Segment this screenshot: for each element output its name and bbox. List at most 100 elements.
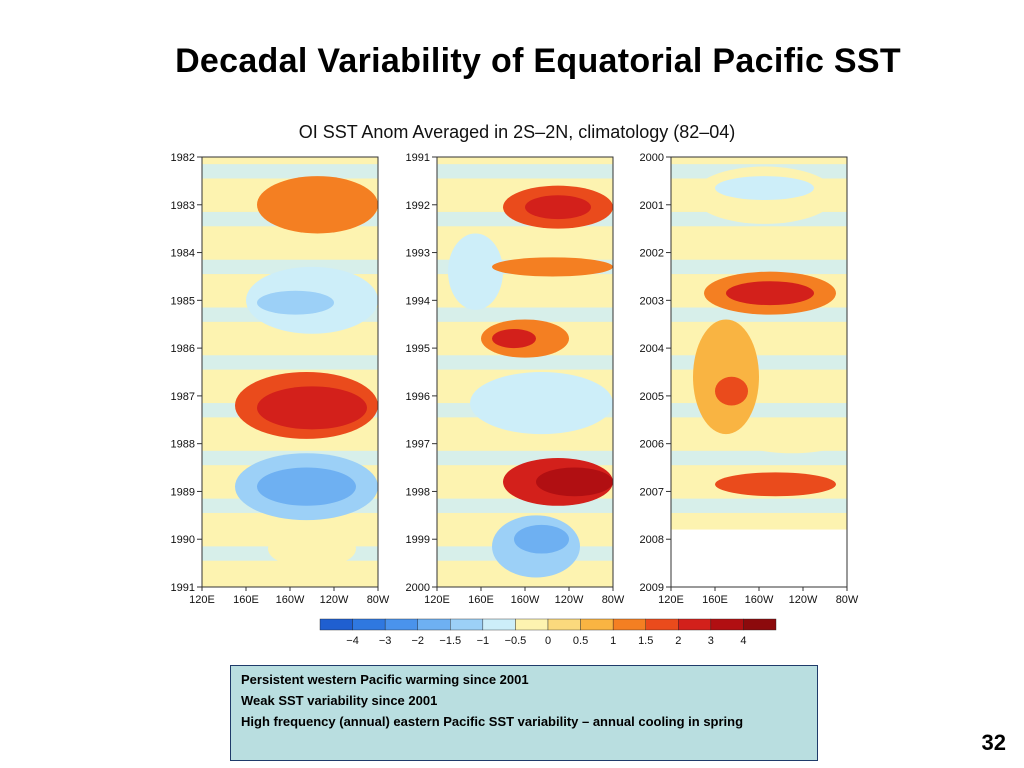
y-tick-label: 2006: [640, 439, 664, 451]
slide-title-text: Decadal Variability of Equatorial Pacifi…: [175, 42, 901, 80]
y-tick-label: 2008: [640, 534, 664, 546]
anomaly-patch: [257, 467, 356, 506]
anomaly-patch: [470, 372, 613, 435]
colorbar-swatch: [743, 618, 777, 631]
colorbar-swatch: [384, 618, 418, 631]
colorbar-label: −1: [477, 635, 490, 647]
y-tick-label: 1994: [406, 295, 430, 307]
colorbar-label: −2: [411, 635, 424, 647]
x-tick-label: 160W: [511, 594, 540, 606]
anomaly-patch: [715, 376, 748, 406]
y-tick-label: 1999: [406, 534, 430, 546]
y-tick-label: 1987: [171, 391, 195, 403]
y-tick-label: 1989: [171, 486, 195, 498]
y-tick-label: 1992: [406, 200, 430, 212]
y-tick-label: 1990: [171, 534, 195, 546]
x-tick-label: 120W: [320, 594, 349, 606]
x-tick-label: 120W: [789, 594, 818, 606]
anomaly-patch: [492, 257, 613, 277]
colorbar-swatch: [547, 618, 581, 631]
colorbar-label: 0: [545, 635, 551, 647]
x-tick-label: 120E: [658, 594, 684, 606]
colorbar: −4 −3 −2 −1.5 −1 −0.5 0 0.5 1 1.5 2 3 4: [319, 618, 777, 647]
anomaly-patch: [726, 281, 814, 306]
panels-group: 1982 1983 1984 1985 1986 1987 1988 1989 1990 1991…: [171, 152, 859, 606]
anomaly-patch: [693, 319, 759, 435]
y-tick-label: 1993: [406, 248, 430, 260]
y-tick-label: 2002: [640, 248, 664, 260]
y-tick-label: 1984: [171, 248, 195, 260]
y-tick-label: 2001: [640, 200, 664, 212]
colorbar-swatch: [450, 618, 484, 631]
x-tick-label: 80W: [602, 594, 625, 606]
x-tick-label: 120E: [424, 594, 450, 606]
panel-background: [437, 157, 613, 587]
colorbar-label: −0.5: [505, 635, 527, 647]
colorbar-swatch: [580, 618, 614, 631]
y-tick-label: 2005: [640, 391, 664, 403]
summary-item-3: High frequency (annual) eastern Pacific …: [241, 714, 744, 729]
x-tick-label: 160W: [745, 594, 774, 606]
y-tick-label: 2004: [640, 343, 664, 355]
anomaly-patch: [525, 195, 591, 220]
x-tick-label: 80W: [367, 594, 390, 606]
panel-2000-2009: 2000 2001 2002 2003 2004 2005 2006 2007 2008 2009…: [640, 152, 859, 606]
x-tick-label: 160E: [233, 594, 259, 606]
summary-item-1: Persistent western Pacific warming since…: [241, 672, 529, 687]
y-tick-label: 1996: [406, 391, 430, 403]
colorbar-swatch: [710, 618, 744, 631]
anomaly-patch: [257, 290, 334, 315]
anomaly-patch: [257, 386, 367, 430]
colorbar-swatch: [612, 618, 646, 631]
colorbar-swatch: [417, 618, 451, 631]
y-tick-label: 1997: [406, 439, 430, 451]
x-tick-label: 80W: [836, 594, 859, 606]
no-data-area: [671, 529, 847, 587]
colorbar-swatch: [678, 618, 712, 631]
y-tick-label: 1982: [171, 152, 195, 164]
colorbar-swatch: [352, 618, 386, 631]
summary-item-2: Weak SST variability since 2001: [241, 693, 438, 708]
colorbar-label: 0.5: [573, 635, 588, 647]
anomaly-patch: [492, 329, 536, 349]
chart-title: OI SST Anom Averaged in 2S–2N, climatolo…: [299, 122, 736, 142]
y-tick-label: 1988: [171, 439, 195, 451]
x-tick-label: 160E: [702, 594, 728, 606]
y-tick-label: 1986: [171, 343, 195, 355]
colorbar-swatch: [482, 618, 516, 631]
anomaly-patch: [268, 529, 356, 568]
anomaly-patch: [514, 524, 569, 554]
y-tick-label: 1985: [171, 295, 195, 307]
summary-box: Persistent western Pacific warming since…: [230, 665, 818, 761]
panel-1991-2000: 1991 1992 1993 1994 1995 1996 1997 1998 1999 2000…: [406, 152, 625, 606]
x-tick-label: 120W: [555, 594, 584, 606]
y-tick-label: 1991: [406, 152, 430, 164]
anomaly-patch: [257, 176, 378, 234]
slide-title: Decadal Variability of Equatorial Pacifi…: [0, 42, 1024, 81]
colorbar-label: 1.5: [638, 635, 653, 647]
colorbar-swatch: [645, 618, 679, 631]
colorbar-label: −3: [379, 635, 392, 647]
colorbar-label: 1: [610, 635, 616, 647]
anomaly-patch: [536, 467, 613, 497]
y-tick-label: 1983: [171, 200, 195, 212]
colorbar-swatch: [319, 618, 353, 631]
y-tick-label: 2000: [640, 152, 664, 164]
x-tick-label: 160W: [276, 594, 305, 606]
colorbar-swatch: [515, 618, 549, 631]
y-tick-label: 2009: [640, 582, 664, 594]
anomaly-patch: [715, 176, 814, 200]
y-tick-label: 2000: [406, 582, 430, 594]
x-tick-label: 120E: [189, 594, 215, 606]
x-tick-label: 160E: [468, 594, 494, 606]
colorbar-label: 3: [708, 635, 714, 647]
y-tick-label: 1995: [406, 343, 430, 355]
colorbar-label: 2: [675, 635, 681, 647]
page-number: 32: [981, 730, 1006, 755]
sst-hovmoller-chart: OI SST Anom Averaged in 2S–2N, climatolo…: [171, 122, 859, 647]
y-tick-label: 2003: [640, 295, 664, 307]
colorbar-label: 4: [740, 635, 746, 647]
y-tick-label: 2007: [640, 486, 664, 498]
anomaly-patch: [715, 472, 836, 497]
anomaly-patch: [448, 233, 503, 310]
